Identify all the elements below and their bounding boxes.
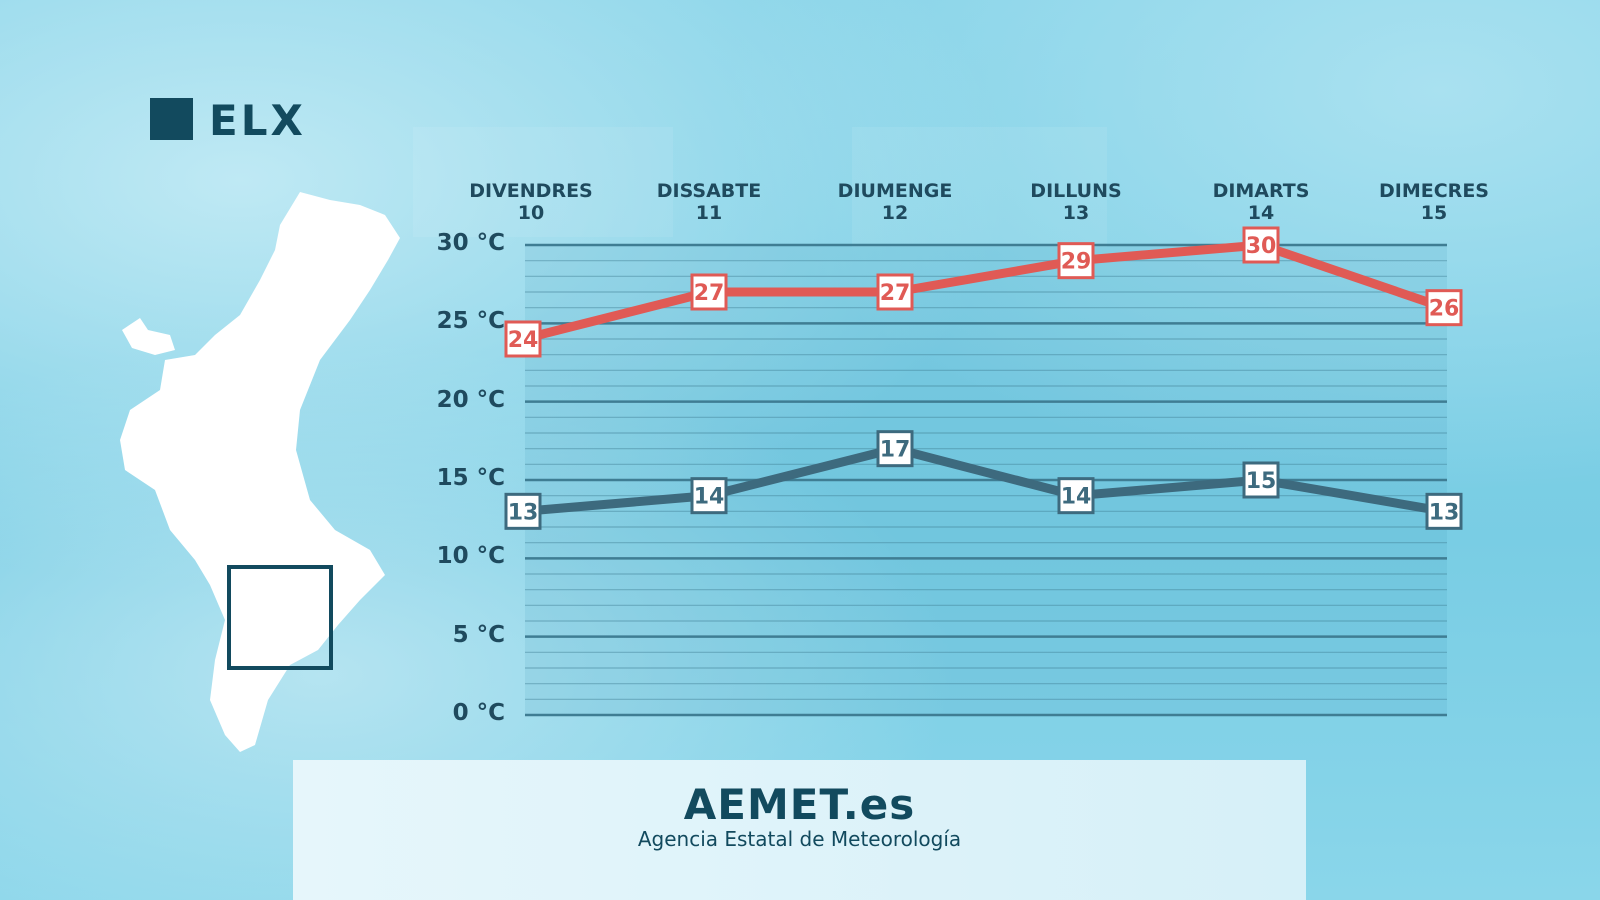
- footer-panel: AEMET.es Agencia Estatal de Meteorología: [293, 760, 1306, 900]
- brand-subtitle: Agencia Estatal de Meteorología: [637, 827, 962, 851]
- x-category-label: DIUMENGE 12: [815, 180, 975, 224]
- data-label: 29: [1061, 250, 1092, 275]
- data-label: 27: [880, 281, 911, 306]
- data-label: 24: [508, 328, 539, 353]
- data-label: 13: [1429, 500, 1460, 525]
- day-date: 15: [1420, 202, 1448, 224]
- day-date: 10: [517, 202, 545, 224]
- region-map: [120, 192, 400, 752]
- x-category-label: DILLUNS 13: [996, 180, 1156, 224]
- enclave-shape: [122, 318, 175, 355]
- data-point-marker: [876, 430, 914, 468]
- temperature-chart: 24 27 27 29 30 26 13 14 17 14 15 13: [504, 226, 1463, 717]
- data-point-marker: [1242, 226, 1280, 264]
- bg-panel: [413, 127, 673, 237]
- day-name: DIUMENGE: [837, 180, 953, 202]
- data-point-marker: [876, 273, 914, 311]
- y-tick-label: 15 °C: [436, 465, 505, 491]
- day-date: 12: [881, 202, 909, 224]
- x-category-label: DISSABTE 11: [629, 180, 789, 224]
- day-name: DIMECRES: [1379, 180, 1489, 202]
- bg-panel: [852, 127, 1107, 247]
- day-date: 14: [1247, 202, 1275, 224]
- data-point-marker: [1242, 461, 1280, 499]
- day-name: DIMARTS: [1212, 180, 1310, 202]
- data-label: 13: [508, 500, 539, 525]
- y-tick-label: 25 °C: [436, 308, 505, 335]
- y-tick-label: 0 °C: [452, 700, 505, 726]
- day-name: DISSABTE: [656, 180, 762, 202]
- data-label: 15: [1246, 469, 1277, 494]
- data-point-marker: [504, 492, 542, 530]
- day-date: 13: [1062, 202, 1090, 224]
- y-tick-label: 10 °C: [436, 543, 505, 570]
- data-label: 14: [694, 485, 725, 510]
- x-category-label: DIVENDRES 10: [451, 180, 611, 224]
- day-name: DILLUNS: [1030, 180, 1122, 202]
- data-label: 26: [1429, 297, 1460, 322]
- y-tick-label: 30 °C: [436, 230, 505, 256]
- day-name: DIVENDRES: [469, 180, 593, 202]
- data-label: 17: [880, 438, 911, 463]
- day-date: 11: [695, 202, 723, 224]
- max-temp-line: [521, 240, 1446, 344]
- data-point-marker: [504, 320, 542, 358]
- data-point-marker: [1425, 492, 1463, 530]
- brand-link[interactable]: AEMET.es: [683, 780, 916, 829]
- data-label: 30: [1246, 234, 1277, 259]
- data-point-marker: [1057, 242, 1095, 280]
- data-label: 14: [1061, 485, 1092, 510]
- location-marker-square: [150, 98, 193, 140]
- location-title: ELX: [209, 96, 306, 145]
- y-tick-label: 20 °C: [436, 386, 505, 413]
- data-point-marker: [690, 477, 728, 515]
- area-highlight-box: [227, 565, 333, 670]
- data-label: 27: [694, 281, 725, 306]
- x-category-label: DIMARTS 14: [1181, 180, 1341, 224]
- data-point-marker: [1425, 289, 1463, 327]
- x-category-label: DIMECRES 15: [1354, 180, 1514, 224]
- y-tick-label: 5 °C: [452, 621, 505, 648]
- min-temp-line: [522, 444, 1445, 516]
- data-point-marker: [1057, 477, 1095, 515]
- data-point-marker: [690, 273, 728, 311]
